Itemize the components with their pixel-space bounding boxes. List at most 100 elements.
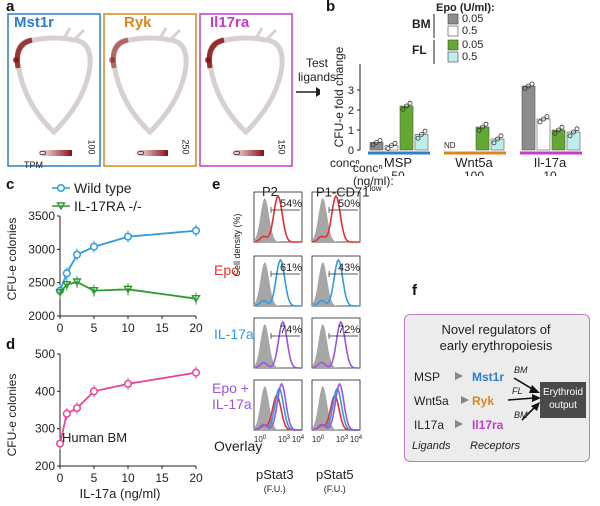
histogram-xtick-label: 103 — [336, 435, 349, 444]
bar — [369, 142, 384, 151]
bar — [399, 105, 414, 151]
replicate-point — [476, 127, 482, 133]
panel-b-ylabel-wrap: CFU-e fold change — [330, 40, 350, 160]
replicate-point — [541, 116, 546, 122]
stim-histogram — [253, 258, 302, 307]
replicate-point — [404, 103, 409, 109]
scale-min-2: 0 — [135, 150, 146, 156]
panel-b-ylabel: CFU-e fold change — [332, 46, 346, 148]
gene-title-ryk: Ryk — [124, 14, 152, 31]
legend-fl-005: 0.05 — [462, 39, 484, 51]
category-label: Wnt5a — [455, 155, 493, 170]
bar — [414, 134, 429, 151]
replicate-point — [559, 124, 565, 130]
arrow-label-bm-1: BM — [514, 365, 528, 375]
xtick-label: 0 — [57, 321, 64, 335]
cluster-outline — [206, 35, 285, 136]
expression-dot — [109, 57, 115, 63]
data-point — [62, 409, 71, 418]
legend-marker — [56, 202, 66, 211]
legend-marker — [56, 183, 66, 193]
scale-max-2: 250 — [180, 139, 191, 155]
gene-title-mst1r: Mst1r — [14, 14, 55, 31]
category-label: MSP — [384, 155, 412, 170]
nd-label: ND — [444, 141, 456, 150]
panel-a-spring-plots — [7, 13, 320, 167]
replicate-point — [392, 140, 398, 146]
panel-f-title: Novel regulators of early erythropoiesis — [439, 322, 553, 353]
panel-b-ytick-label: 3 — [348, 85, 354, 97]
cluster-branch — [158, 27, 182, 42]
row-label-il17a: IL-17a — [214, 326, 254, 342]
color-scale-bar — [230, 150, 264, 156]
row-label-overlay: Overlay — [214, 438, 263, 454]
scale-min-1: 0 — [37, 150, 48, 156]
xtick-label: 0 — [57, 471, 64, 485]
arrow-label-fl: FL — [512, 386, 523, 396]
col-title-p1-cd71: P1-CD71low — [316, 184, 382, 200]
control-histogram — [312, 198, 360, 242]
row-label-epo: Epo — [214, 262, 239, 278]
legend-bm-05: 0.5 — [462, 25, 478, 37]
control-histogram — [312, 324, 360, 368]
ytick-label: 3500 — [28, 209, 55, 223]
arrow-label-bm-2: BM — [514, 410, 528, 420]
scale-max-1: 100 — [86, 139, 97, 155]
replicate-point — [400, 106, 406, 112]
bar — [566, 131, 581, 151]
cluster-branch — [254, 27, 278, 42]
control-histogram — [254, 198, 302, 242]
replicate-point — [495, 136, 500, 142]
histogram-xtick-label: 100 — [254, 435, 267, 444]
data-point — [89, 387, 99, 396]
control-histogram — [254, 262, 302, 306]
panel-d-ylabel-wrap: CFU-e colonies — [2, 374, 19, 457]
legend-bm-005: 0.05 — [462, 13, 484, 25]
concentration-label: 50 — [391, 169, 405, 176]
histogram-xtick-label: 104 — [350, 435, 363, 444]
panel-d-ylabel: CFU-e colonies — [5, 373, 19, 457]
legend-title: Epo (U/ml): — [436, 2, 495, 14]
replicate-point — [552, 130, 558, 136]
stim-histogram — [311, 258, 360, 307]
panel-d-xlabel: IL-17a (ng/ml) — [79, 486, 161, 501]
replicate-point — [377, 137, 383, 143]
panel-label-a: a — [6, 0, 15, 15]
color-scale-bar — [134, 150, 168, 156]
concentration-label: 10 — [543, 169, 557, 176]
data-point — [72, 278, 82, 287]
panel-b-ytick-label: 2 — [348, 105, 354, 117]
scale-min-3: 0 — [231, 150, 242, 156]
ytick-label: 300 — [35, 422, 55, 436]
data-point — [123, 285, 133, 294]
xtick-label: 5 — [91, 471, 98, 485]
receptor-il17ra: Il17ra — [472, 418, 504, 432]
ligand-il17a: IL17a — [414, 418, 445, 432]
bar — [490, 138, 505, 151]
scale-unit-tpm: TPM — [24, 160, 43, 170]
replicate-point — [422, 128, 428, 134]
control-histogram — [254, 324, 302, 368]
gene-title-il17ra: Il17ra — [210, 14, 250, 31]
row-label-epo-il17a: Epo + IL-17a — [212, 380, 252, 412]
gene-map-ryk — [103, 13, 197, 167]
panel-b-ytick-label: 1 — [348, 125, 354, 137]
data-point — [55, 288, 65, 298]
erythroid-output-box: Erythroid output — [540, 382, 586, 418]
replicate-point — [370, 142, 376, 148]
data-point — [62, 269, 71, 278]
bar — [475, 126, 490, 151]
stim-histogram — [253, 194, 302, 243]
data-point — [89, 286, 99, 296]
panel-label-f: f — [412, 282, 417, 299]
control-histogram — [254, 386, 302, 430]
receptor-ryk: Ryk — [472, 394, 495, 408]
replicate-point — [407, 100, 413, 106]
cluster-branch — [62, 27, 86, 42]
col-title-p2: P2 — [262, 184, 278, 199]
data-point — [191, 226, 201, 235]
panel-label-d: d — [6, 336, 16, 353]
bar — [536, 118, 551, 151]
concentration-label: 100 — [464, 169, 484, 176]
replicate-point — [374, 139, 379, 145]
